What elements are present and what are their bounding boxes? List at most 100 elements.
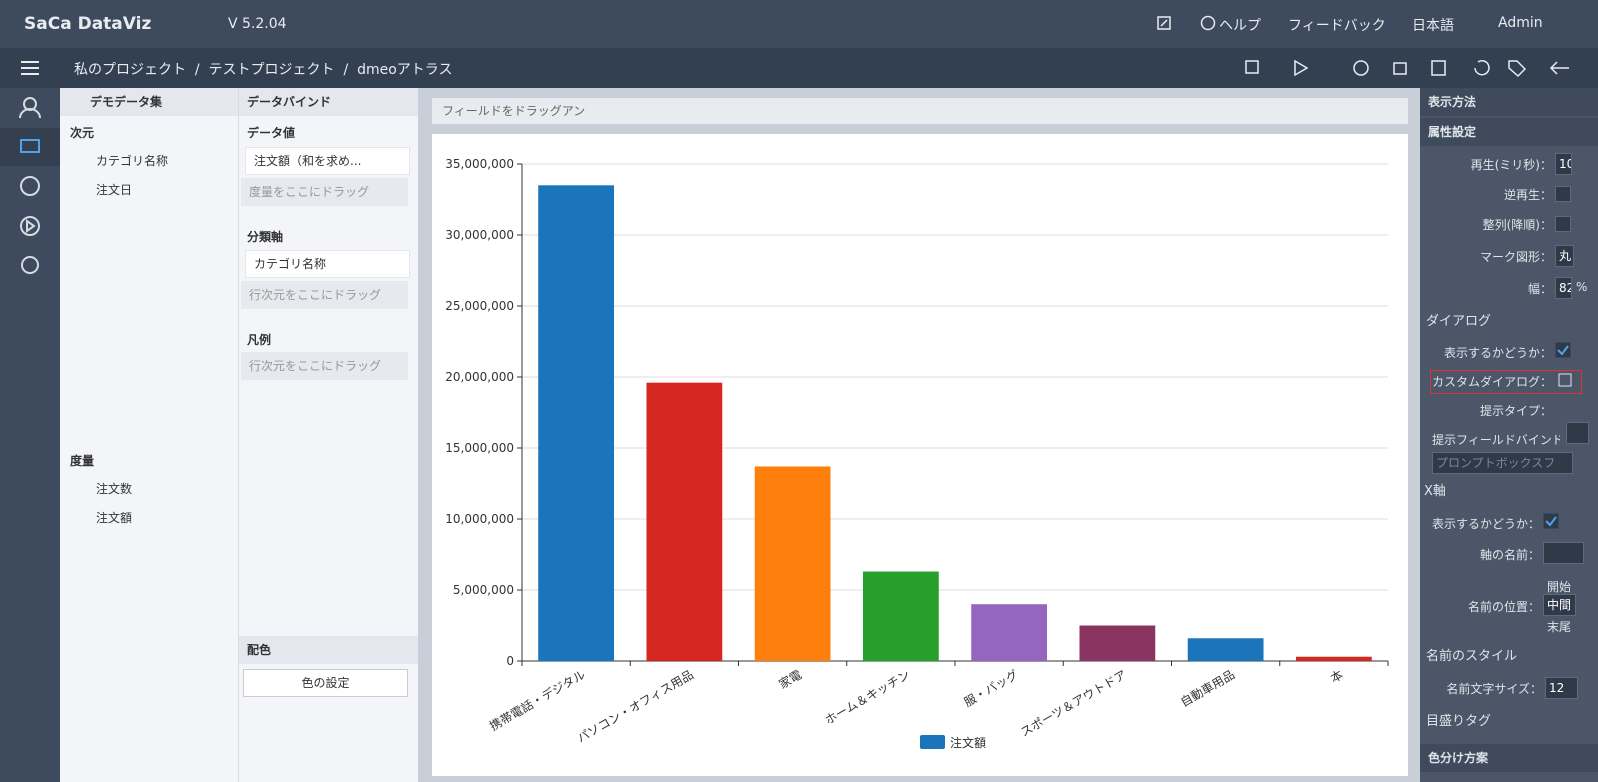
menu-icon[interactable] xyxy=(20,58,40,78)
settings-icon[interactable] xyxy=(21,256,39,274)
y-tick-label: 20,000,000 xyxy=(445,370,514,384)
x-tick-label: パソコン・オフィス用品 xyxy=(575,667,696,745)
settings-panel: 表示方法 属性設定 再生(ミリ秒)： 10 逆再生： 整列(降順)： マーク図形… xyxy=(1420,88,1598,782)
group-label: 目盛りタグ xyxy=(1426,714,1492,729)
option-selected[interactable]: 中間 xyxy=(1543,594,1576,616)
drop-zone[interactable]: 行次元をここにドラッグ xyxy=(241,352,408,380)
setting-label: 逆再生： xyxy=(1503,188,1552,202)
x-tick-label: 携帯電話・デジタル xyxy=(487,667,588,734)
x-tick-label: スポーツ＆アウトドア xyxy=(1018,667,1129,739)
crumb[interactable]: テストプロジェクト xyxy=(208,62,335,78)
bar xyxy=(862,571,939,661)
setting-select[interactable]: プロンプトボックスフ xyxy=(1432,452,1573,474)
measure-field[interactable]: 注文数 xyxy=(96,482,133,496)
help-link[interactable]: ヘルプ xyxy=(1219,18,1261,34)
logo: SaCa DataViz xyxy=(24,14,152,34)
feedback-link[interactable]: フィードバック xyxy=(1288,18,1386,34)
edit-icon[interactable] xyxy=(1156,15,1172,31)
dimension-field[interactable]: 注文日 xyxy=(96,183,133,197)
option[interactable]: 開始 xyxy=(1547,580,1572,594)
drop-zone[interactable]: 度量をここにドラッグ xyxy=(241,178,408,206)
highlight-box xyxy=(1430,370,1582,394)
section-header[interactable]: 色分け方案 xyxy=(1420,744,1598,772)
setting-input[interactable]: 12 xyxy=(1545,677,1578,699)
color-button[interactable]: 色の設定 xyxy=(243,669,408,697)
measure-field[interactable]: 注文額 xyxy=(96,511,133,525)
setting-label: 整列(降順)： xyxy=(1482,218,1552,232)
y-tick-label: 5,000,000 xyxy=(453,583,514,597)
section-label: 凡例 xyxy=(247,333,272,347)
binding-panel: データバインド データ値 注文額（和を求め... 度量をここにドラッグ 分類軸 … xyxy=(239,88,418,782)
section-label: 分類軸 xyxy=(247,230,284,244)
play-icon[interactable] xyxy=(20,216,40,236)
save-icon[interactable] xyxy=(1245,60,1259,74)
group-label: ダイアログ xyxy=(1426,314,1492,329)
x-tick-label: 服・バッグ xyxy=(962,667,1021,709)
x-tick-label: 家電 xyxy=(776,667,804,692)
setting-label: 再生(ミリ秒)： xyxy=(1470,158,1552,172)
group-label: 名前のスタイル xyxy=(1426,649,1518,664)
bar xyxy=(1079,625,1156,661)
drop-hint: フィールドをドラッグアン xyxy=(432,98,1408,124)
bar xyxy=(646,382,723,661)
setting-label: 幅： xyxy=(1527,282,1552,296)
dropdown[interactable] xyxy=(1566,422,1589,444)
image-icon[interactable] xyxy=(1431,60,1446,76)
x-tick-label: ホーム＆キッチン xyxy=(823,667,913,727)
crumb: dmeoアトラス xyxy=(357,62,453,78)
breadcrumb: 私のプロジェクト / テストプロジェクト / dmeoアトラス xyxy=(74,59,453,79)
setting-label: 提示フィールドバインド xyxy=(1432,433,1560,447)
tag-icon[interactable] xyxy=(1508,60,1527,78)
user-menu[interactable]: Admin xyxy=(1498,15,1543,31)
section-label: 配色 xyxy=(239,636,418,664)
version: V 5.2.04 xyxy=(228,16,287,32)
dimension-field[interactable]: カテゴリ名称 xyxy=(96,154,169,168)
legend-swatch xyxy=(920,735,945,749)
drop-zone[interactable]: 行次元をここにドラッグ xyxy=(241,281,408,309)
section-label: 次元 xyxy=(70,126,95,140)
side-nav xyxy=(0,88,60,782)
back-icon[interactable] xyxy=(1549,61,1569,75)
language-menu[interactable]: 日本語 xyxy=(1412,18,1454,34)
bound-field[interactable]: カテゴリ名称 xyxy=(245,250,410,278)
setting-label: 名前文字サイズ： xyxy=(1446,682,1542,696)
y-tick-label: 35,000,000 xyxy=(445,157,514,171)
bound-field[interactable]: 注文額（和を求め... xyxy=(245,147,410,175)
option[interactable]: 末尾 xyxy=(1547,620,1572,634)
run-icon[interactable] xyxy=(1294,59,1309,77)
bar xyxy=(971,604,1048,661)
section-label: 度量 xyxy=(70,454,95,468)
checkbox[interactable] xyxy=(1555,186,1571,202)
setting-input[interactable]: 82 xyxy=(1555,277,1572,299)
undo-icon[interactable] xyxy=(1474,60,1490,76)
setting-input[interactable]: 10 xyxy=(1555,153,1572,175)
setting-label: マーク図形： xyxy=(1479,250,1552,264)
setting-input[interactable] xyxy=(1543,542,1584,564)
unit: % xyxy=(1576,280,1588,294)
checkbox-checked[interactable] xyxy=(1543,513,1559,529)
section-label: データ値 xyxy=(247,126,296,140)
screen-icon[interactable] xyxy=(20,139,40,153)
separator: / xyxy=(194,62,200,78)
section-header[interactable]: 属性設定 xyxy=(1420,118,1598,146)
edit-icon[interactable] xyxy=(1558,373,1572,387)
cycle-icon[interactable] xyxy=(20,176,40,196)
y-tick-label: 25,000,000 xyxy=(445,299,514,313)
y-tick-label: 15,000,000 xyxy=(445,441,514,455)
checkbox-checked[interactable] xyxy=(1555,342,1571,358)
setting-label: 名前の位置： xyxy=(1467,600,1540,614)
breadcrumb-bar: 私のプロジェクト / テストプロジェクト / dmeoアトラス xyxy=(0,48,1598,88)
help-icon[interactable] xyxy=(1200,15,1216,31)
panel-title: データバインド xyxy=(239,88,418,116)
refresh-icon[interactable] xyxy=(1353,60,1369,76)
section-header[interactable]: 表示方法 xyxy=(1420,88,1598,116)
bar xyxy=(754,466,831,661)
setting-select[interactable]: 丸 xyxy=(1555,245,1574,267)
checkbox[interactable] xyxy=(1555,216,1571,232)
crumb[interactable]: 私のプロジェクト xyxy=(74,62,186,78)
chart: 0 5,000,000 10,000,000 15,000,000 20,000,000… xyxy=(432,134,1408,776)
user-icon[interactable] xyxy=(19,97,41,119)
y-tick-label: 0 xyxy=(506,654,514,668)
print-icon[interactable] xyxy=(1393,62,1407,75)
